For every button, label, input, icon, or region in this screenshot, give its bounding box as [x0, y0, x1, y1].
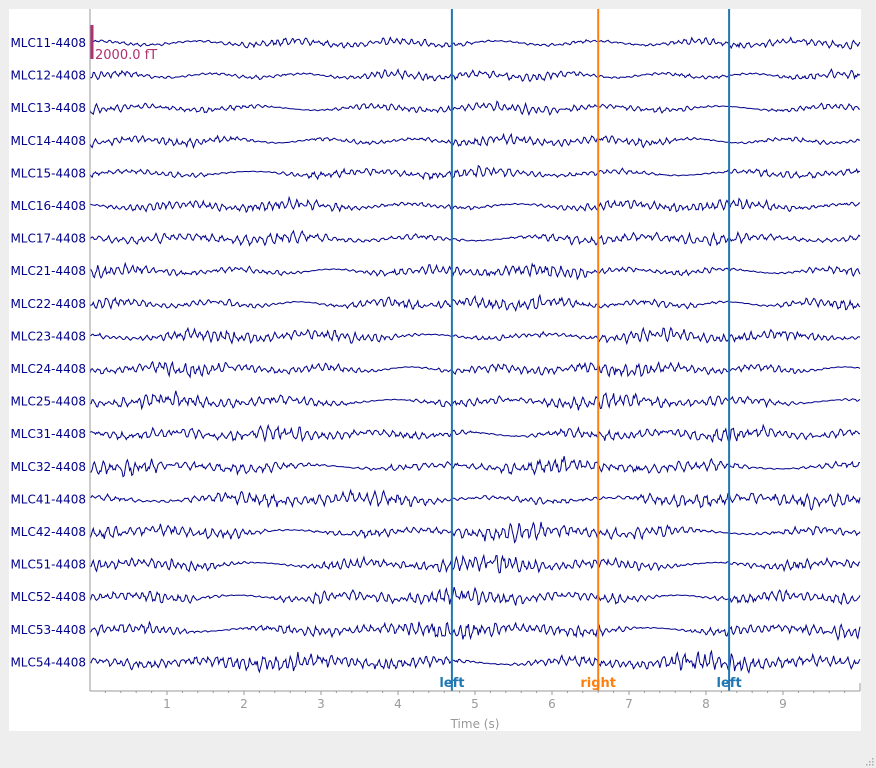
annotations-layer: left right left: [439, 9, 742, 691]
channel-label[interactable]: MLC16-4408: [10, 199, 86, 213]
trace-line: [89, 586, 861, 606]
channel-label[interactable]: MLC15-4408: [10, 166, 86, 180]
channel-label[interactable]: MLC21-4408: [10, 264, 86, 278]
x-tick-label: 3: [317, 697, 325, 711]
scale-bar-label: 2000.0 fT: [95, 48, 157, 63]
trace-line: [89, 164, 861, 182]
channel-label[interactable]: MLC12-4408: [10, 69, 86, 83]
x-axis-label: Time (s): [450, 717, 500, 731]
x-tick-label: 9: [779, 697, 787, 711]
trace-line: [90, 456, 861, 478]
x-tick-label: 6: [548, 697, 556, 711]
plot-area[interactable]: left right left MLC11-4408 MLC12-4408 MLC13-…: [9, 9, 861, 731]
x-tick-label: 4: [394, 697, 402, 711]
x-tick-label: 2: [240, 697, 248, 711]
channel-label[interactable]: MLC54-4408: [10, 655, 86, 669]
trace-line: [89, 521, 861, 544]
annotation-label: left: [439, 676, 464, 691]
trace-line: [89, 195, 861, 214]
trace-line: [89, 620, 861, 642]
trace-line: [89, 360, 861, 379]
trace-line: [90, 488, 861, 511]
channel-label[interactable]: MLC32-4408: [10, 460, 86, 474]
channel-label[interactable]: MLC22-4408: [10, 297, 86, 311]
channel-label[interactable]: MLC24-4408: [10, 362, 86, 376]
trace-line: [89, 132, 861, 150]
figure: left right left MLC11-4408 MLC12-4408 MLC13-…: [9, 9, 861, 731]
trace-line: [89, 36, 861, 50]
channel-labels: MLC11-4408 MLC12-4408 MLC13-4408 MLC14-4408…: [10, 36, 86, 669]
channel-label[interactable]: MLC23-4408: [10, 329, 86, 343]
annotation-label: left: [717, 676, 742, 691]
channel-label[interactable]: MLC11-4408: [10, 36, 86, 50]
trace-line: [89, 423, 860, 445]
x-tick-label: 8: [702, 697, 710, 711]
channel-label[interactable]: MLC41-4408: [10, 492, 86, 506]
channel-label[interactable]: MLC52-4408: [10, 590, 86, 604]
trace-line: [89, 553, 861, 574]
channel-label[interactable]: MLC13-4408: [10, 101, 86, 115]
x-tick-label: 1: [163, 697, 171, 711]
channel-label[interactable]: MLC17-4408: [10, 232, 86, 246]
channel-label[interactable]: MLC31-4408: [10, 427, 86, 441]
trace-line: [89, 100, 860, 117]
axes: 1 2 3 4 5 6 7 8 9 Time (s): [89, 9, 861, 731]
traces-layer: [89, 36, 861, 675]
channel-label[interactable]: MLC25-4408: [10, 395, 86, 409]
trace-line: [89, 67, 861, 83]
trace-line: [89, 326, 861, 346]
trace-line: [89, 229, 861, 247]
trace-line: [90, 261, 861, 281]
trace-line: [89, 390, 861, 411]
resize-grip-icon[interactable]: [864, 756, 874, 766]
annotation-label: right: [580, 676, 616, 691]
x-tick-label: 5: [471, 697, 479, 711]
trace-line: [89, 293, 861, 313]
trace-line: [89, 649, 861, 675]
channel-label[interactable]: MLC14-4408: [10, 134, 86, 148]
x-tick-label: 7: [625, 697, 633, 711]
channel-label[interactable]: MLC51-4408: [10, 558, 86, 572]
channel-label[interactable]: MLC42-4408: [10, 525, 86, 539]
channel-label[interactable]: MLC53-4408: [10, 623, 86, 637]
scale-bar: 2000.0 fT: [90, 25, 157, 63]
